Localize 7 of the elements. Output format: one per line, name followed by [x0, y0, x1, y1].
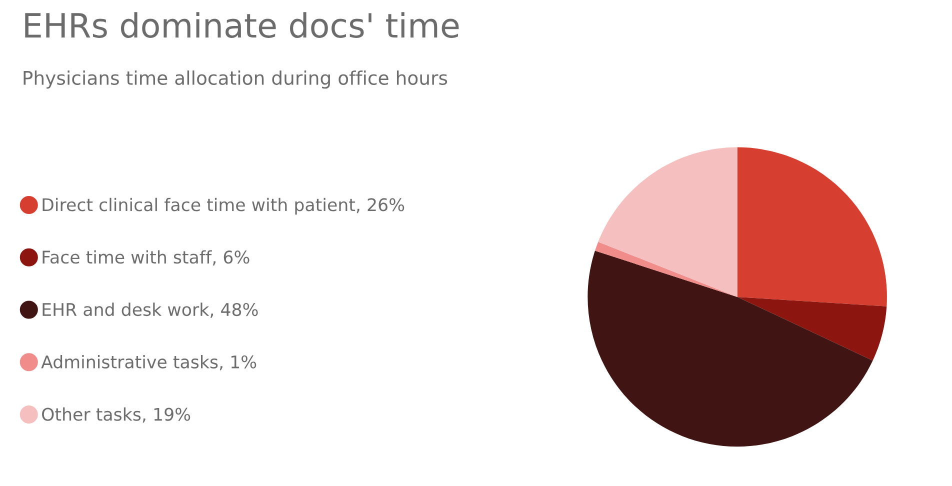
chart-subtitle: Physicians time allocation during office hours	[24, 70, 448, 89]
legend-label: Administrative tasks, 1%	[41, 355, 256, 370]
legend-label: Face time with staff, 6%	[42, 250, 250, 266]
legend-label: EHR and desk work, 48%	[42, 302, 258, 318]
legend-label: Other tasks, 19%	[42, 407, 190, 423]
legend-label: Direct clinical face time with patient, 26%	[42, 198, 404, 215]
chart-title: EHRs dominate docs' time	[25, 12, 459, 38]
